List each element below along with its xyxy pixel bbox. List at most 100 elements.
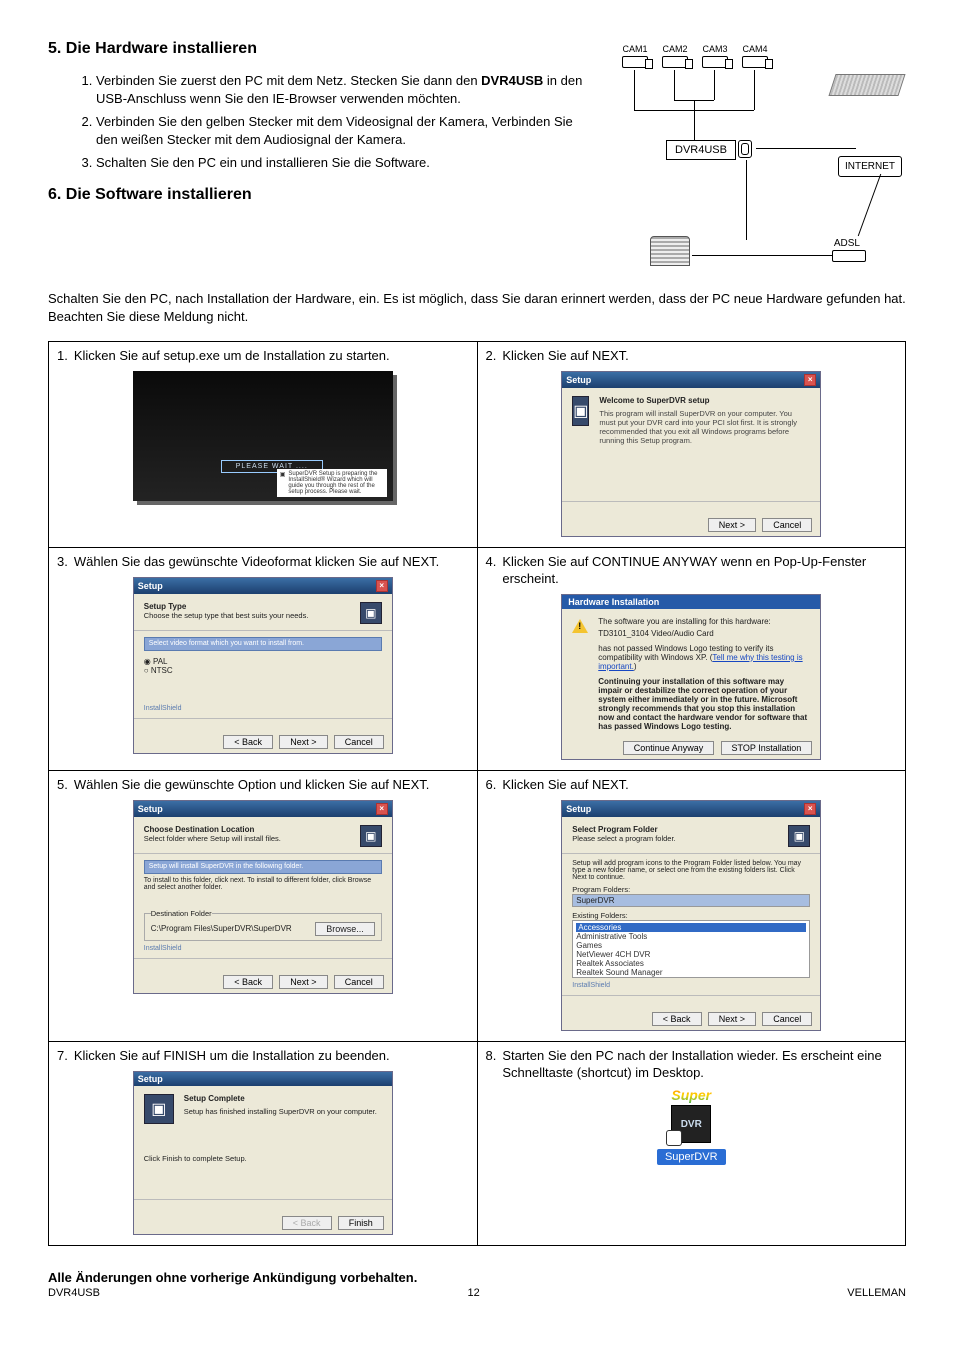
pal-radio[interactable]: PAL [144,657,382,666]
step2-text: Klicken Sie auf NEXT. [502,348,628,365]
pc-tower-icon [650,236,690,266]
next-button[interactable]: Next > [708,1012,756,1026]
progfolder-value[interactable]: SuperDVR [576,896,614,905]
hw-device: TD3101_3104 Video/Audio Card [598,629,810,638]
step4-text: Klicken Sie auf CONTINUE ANYWAY wenn en … [502,554,897,588]
list-item[interactable]: NetViewer 4CH DVR [576,950,806,959]
step5-num: 5. [57,777,68,794]
back-button-disabled: < Back [282,1216,332,1230]
adsl-label: ADSL [834,238,860,249]
installshield-brand: InstallShield [572,982,810,989]
cancel-button[interactable]: Cancel [334,735,384,749]
hw-line1: The software you are installing for this… [598,617,810,626]
list-item[interactable]: Realtek Associates [576,959,806,968]
step8-num: 8. [486,1048,497,1065]
progfolder-sub: Please select a program folder. [572,834,675,843]
step3-num: 3. [57,554,68,571]
close-icon[interactable]: × [804,803,816,815]
hw-step-1-pre: Verbinden Sie zuerst den PC mit dem Netz… [96,73,481,88]
step1-screenshot: PLEASE WAIT .... ▣SuperDVR Setup is prep… [133,371,393,501]
list-item[interactable]: Startup [576,977,806,978]
list-item[interactable]: Games [576,941,806,950]
connection-diagram: CAM1 CAM2 CAM3 CAM4 DVR4USB INTERNET ADS… [616,40,906,280]
close-icon[interactable]: × [376,803,388,815]
list-item[interactable]: Realtek Sound Manager [576,968,806,977]
win2-title: Setup [566,375,591,385]
hw-step-1: Verbinden Sie zuerst den PC mit dem Netz… [96,72,592,107]
setup-logo-icon: ▣ [572,396,589,426]
dest-line1: Setup will install SuperDVR in the follo… [145,863,303,870]
cam3: CAM3 [702,44,728,68]
step6-text: Klicken Sie auf NEXT. [502,777,628,794]
dest-sub: Select folder where Setup will install f… [144,834,281,843]
hw-line2b: ) [634,662,637,671]
section5-list: Verbinden Sie zuerst den PC mit dem Netz… [48,72,592,172]
cam4: CAM4 [742,44,768,68]
next-button[interactable]: Next > [708,518,756,532]
section6-heading: 6. Die Software installieren [48,186,592,204]
step1-text: Klicken Sie auf setup.exe um de Installa… [74,348,390,365]
complete-heading: Setup Complete [184,1094,377,1103]
section6-intro: Schalten Sie den PC, nach Installation d… [48,290,906,325]
win5-title: Setup [138,804,163,814]
cam1-label: CAM1 [622,44,647,54]
list-item[interactable]: Accessories [576,923,806,932]
hw-step-3: Schalten Sie den PC ein und installieren… [96,154,592,172]
back-button[interactable]: < Back [652,1012,702,1026]
back-button[interactable]: < Back [223,975,273,989]
close-icon[interactable]: × [376,580,388,592]
continue-anyway-button[interactable]: Continue Anyway [623,741,715,755]
step2-screenshot: Setup × ▣ Welcome to SuperDVR setup This … [561,371,821,537]
step6-num: 6. [486,777,497,794]
browse-button[interactable]: Browse... [315,922,375,936]
progfolder-line1: Setup will add program icons to the Prog… [572,860,810,881]
ntsc-radio[interactable]: NTSC [144,666,382,675]
step2-num: 2. [486,348,497,365]
cam3-label: CAM3 [702,44,727,54]
next-button[interactable]: Next > [279,735,327,749]
setup-logo-icon: ▣ [788,825,810,847]
setup-logo-icon: ▣ [360,825,382,847]
dvr-label: DVR4USB [666,140,736,160]
hw-warning-text: Continuing your installation of this sof… [598,677,810,731]
step7-text: Klicken Sie auf FINISH um die Installati… [74,1048,390,1065]
finish-button[interactable]: Finish [338,1216,384,1230]
welcome-body: This program will install SuperDVR on yo… [599,409,810,445]
welcome-heading: Welcome to SuperDVR setup [599,396,810,405]
cancel-button[interactable]: Cancel [334,975,384,989]
progfolder-lbl2: Existing Folders: [572,911,810,920]
shortcut-icon: DVR [671,1105,711,1143]
install-shield-icon: ▣ [280,471,286,478]
footer-vendor: VELLEMAN [847,1287,906,1299]
next-button[interactable]: Next > [279,975,327,989]
desktop-shortcut[interactable]: Super DVR SuperDVR [646,1087,736,1165]
progfolder-lbl1: Program Folders: [572,885,810,894]
step7-num: 7. [57,1048,68,1065]
win6-title: Setup [566,804,591,814]
step4-screenshot: Hardware Installation The software you a… [561,594,821,760]
page-number: 12 [468,1287,480,1299]
complete-line1: Setup has finished installing SuperDVR o… [184,1107,377,1116]
keyboard-icon [828,74,905,96]
hw-install-title: Hardware Installation [562,595,820,609]
step7-screenshot: Setup ▣ Setup Complete Setup has finishe… [133,1071,393,1235]
back-button[interactable]: < Back [223,735,273,749]
footer-disclaimer: Alle Änderungen ohne vorherige Ankündigu… [48,1270,906,1285]
complete-line2: Click Finish to complete Setup. [144,1154,382,1163]
step5-screenshot: Setup × Choose Destination Location Selec… [133,800,393,994]
stop-installation-button[interactable]: STOP Installation [721,741,813,755]
video-format-prompt: Select video format which you want to in… [145,640,304,647]
step3-text: Wählen Sie das gewünschte Videoformat kl… [74,554,439,571]
shortcut-icon-text: DVR [681,1119,702,1130]
dest-title: Choose Destination Location [144,825,281,834]
footer-product: DVR4USB [48,1287,100,1299]
hw-step-1-bold: DVR4USB [481,73,543,88]
section5-heading: 5. Die Hardware installieren [48,40,592,58]
cancel-button[interactable]: Cancel [762,518,812,532]
installshield-tip: SuperDVR Setup is preparing the InstallS… [288,471,383,495]
close-icon[interactable]: × [804,374,816,386]
cam4-label: CAM4 [742,44,767,54]
existing-folders-list[interactable]: Accessories Administrative Tools Games N… [572,920,810,978]
cancel-button[interactable]: Cancel [762,1012,812,1026]
list-item[interactable]: Administrative Tools [576,932,806,941]
